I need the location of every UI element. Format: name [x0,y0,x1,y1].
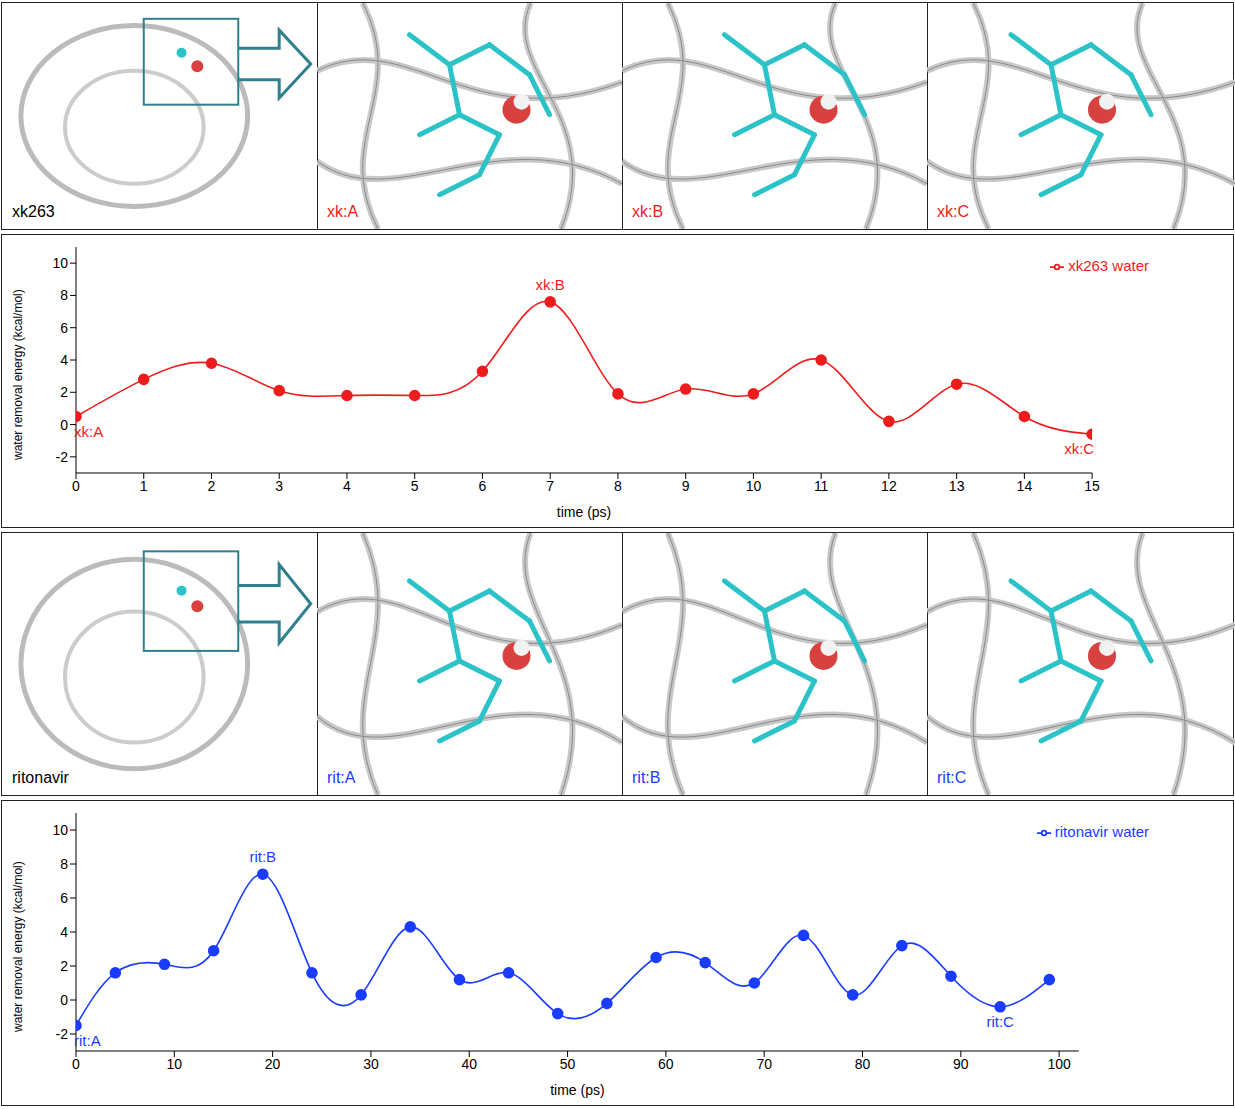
svg-text:2: 2 [60,958,68,974]
svg-text:10: 10 [746,478,762,494]
svg-text:80: 80 [855,1056,871,1072]
svg-text:14: 14 [1017,478,1033,494]
svg-text:6: 6 [60,320,68,336]
svg-text:9: 9 [682,478,690,494]
html-text:rit:B: rit:B [632,769,661,786]
html-text:xk263: xk263 [12,203,55,220]
svg-text:time (ps): time (ps) [557,504,611,520]
html-text:rit:A: rit:A [327,769,356,786]
svg-text:0: 0 [72,478,80,494]
svg-text:0: 0 [60,992,68,1008]
svg-text:10: 10 [52,255,68,271]
html-text:rit:C: rit:C [937,769,967,786]
svg-text:5: 5 [411,478,419,494]
svg-text:xk:C: xk:C [1064,440,1094,457]
svg-text:6: 6 [479,478,487,494]
svg-text:10: 10 [167,1056,183,1072]
svg-text:rit:B: rit:B [249,848,276,865]
svg-text:-2: -2 [56,1026,69,1042]
svg-text:4: 4 [343,478,351,494]
svg-text:xk:B: xk:B [536,276,565,293]
svg-text:8: 8 [614,478,622,494]
svg-text:-2: -2 [56,449,69,465]
html-text:xk263 water: xk263 water [1068,257,1149,274]
svg-text:4: 4 [60,352,68,368]
svg-text:8: 8 [60,856,68,872]
html-text:xk:B: xk:B [632,203,664,220]
svg-text:10: 10 [52,822,68,838]
svg-text:3: 3 [275,478,283,494]
svg-text:time (ps): time (ps) [550,1082,604,1098]
svg-text:water removal energy (kcal/mol: water removal energy (kcal/mol) [11,861,25,1033]
svg-text:70: 70 [756,1056,772,1072]
svg-text:rit:C: rit:C [986,1013,1014,1030]
svg-text:water removal energy (kcal/mol: water removal energy (kcal/mol) [11,289,25,461]
svg-text:0: 0 [60,417,68,433]
svg-text:4: 4 [60,924,68,940]
html-text:ritonavir: ritonavir [12,769,69,786]
svg-text:50: 50 [560,1056,576,1072]
svg-text:rit:A: rit:A [74,1032,101,1049]
svg-text:15: 15 [1084,478,1100,494]
svg-text:7: 7 [546,478,554,494]
svg-text:8: 8 [60,287,68,303]
svg-text:100: 100 [1047,1056,1071,1072]
svg-text:0: 0 [72,1056,80,1072]
svg-text:30: 30 [363,1056,379,1072]
svg-text:12: 12 [881,478,897,494]
svg-text:13: 13 [949,478,965,494]
svg-text:6: 6 [60,890,68,906]
svg-text:60: 60 [658,1056,674,1072]
svg-text:1: 1 [140,478,148,494]
svg-text:40: 40 [461,1056,477,1072]
svg-text:2: 2 [60,384,68,400]
html-text:ritonavir water: ritonavir water [1054,823,1149,840]
svg-text:xk:A: xk:A [74,423,103,440]
svg-text:20: 20 [265,1056,281,1072]
svg-text:90: 90 [953,1056,969,1072]
svg-text:2: 2 [208,478,216,494]
html-text:xk:C: xk:C [937,203,969,220]
svg-text:11: 11 [814,478,829,494]
html-text:xk:A: xk:A [327,203,359,220]
